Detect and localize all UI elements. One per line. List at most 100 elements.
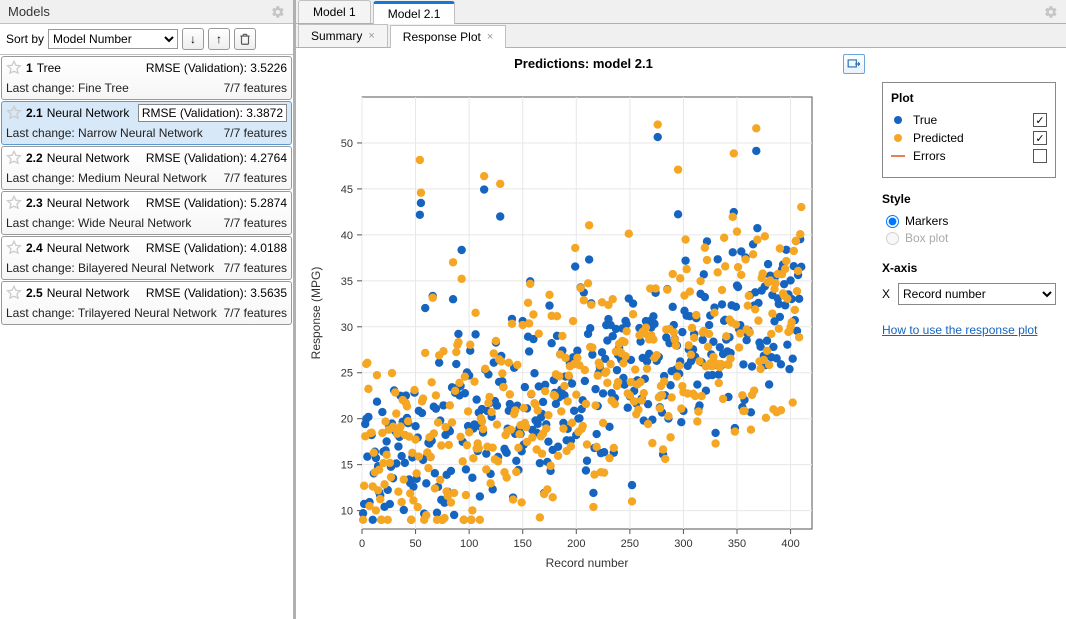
plot-options-panel: Plot True ✓ Predicted ✓ Errors Style Mar…: [871, 48, 1066, 619]
model-number: 2.5: [26, 286, 43, 300]
legend-label: True: [913, 113, 1025, 127]
svg-text:300: 300: [674, 538, 692, 550]
svg-text:45: 45: [341, 184, 353, 196]
star-icon[interactable]: [6, 285, 22, 301]
response-scatter-chart: 0501001502002503003504001015202530354045…: [304, 73, 824, 573]
model-metric: RMSE (Validation): 5.2874: [146, 196, 287, 210]
model-item[interactable]: 2.3 Neural Network RMSE (Validation): 5.…: [1, 191, 292, 235]
style-radio[interactable]: [886, 215, 899, 228]
legend-checkbox[interactable]: ✓: [1033, 113, 1047, 127]
legend-checkbox[interactable]: ✓: [1033, 131, 1047, 145]
view-tab[interactable]: Response Plot×: [390, 25, 506, 48]
view-tabbar: Summary×Response Plot×: [296, 24, 1066, 48]
style-radio-row[interactable]: Markers: [886, 214, 1056, 228]
svg-text:15: 15: [341, 460, 353, 472]
model-metric-wrap: RMSE (Validation): 3.5226: [146, 61, 287, 75]
svg-text:25: 25: [341, 368, 353, 380]
svg-text:35: 35: [341, 276, 353, 288]
undock-button[interactable]: [843, 54, 865, 74]
sort-bar: Sort by Model Number ↓ ↑: [0, 24, 293, 55]
svg-text:Record number: Record number: [546, 556, 629, 570]
model-features: 7/7 features: [224, 261, 287, 275]
plot-section-title: Plot: [891, 91, 1047, 105]
model-tab[interactable]: Model 2.1: [373, 1, 456, 24]
model-metric: RMSE (Validation): 3.5635: [146, 286, 287, 300]
model-item[interactable]: 2.2 Neural Network RMSE (Validation): 4.…: [1, 146, 292, 190]
sort-label: Sort by: [6, 32, 44, 46]
model-last-change: Last change: Fine Tree: [6, 81, 129, 95]
model-number: 2.1: [26, 106, 43, 120]
model-metric: RMSE (Validation): 4.0188: [146, 241, 287, 255]
model-item[interactable]: 1 Tree RMSE (Validation): 3.5226 Last ch…: [1, 56, 292, 100]
xaxis-prefix: X: [882, 287, 890, 301]
model-number: 2.4: [26, 241, 43, 255]
models-panel-header: Models: [0, 0, 293, 24]
model-metric-wrap: RMSE (Validation): 3.5635: [146, 286, 287, 300]
svg-text:20: 20: [341, 414, 353, 426]
legend-row: Predicted ✓: [891, 131, 1047, 145]
legend-label: Predicted: [913, 131, 1025, 145]
model-features: 7/7 features: [224, 306, 287, 320]
style-radio: [886, 232, 899, 245]
xaxis-section-title: X-axis: [882, 261, 1056, 275]
models-panel: Models Sort by Model Number ↓ ↑ 1 Tree R…: [0, 0, 296, 619]
model-metric-wrap: RMSE (Validation): 4.0188: [146, 241, 287, 255]
model-type: Tree: [37, 61, 61, 75]
model-type: Neural Network: [47, 106, 130, 120]
svg-text:200: 200: [567, 538, 585, 550]
xaxis-select[interactable]: Record number: [898, 283, 1056, 305]
legend-swatch: [891, 133, 905, 143]
help-link[interactable]: How to use the response plot: [882, 323, 1037, 337]
tab-label: Summary: [311, 29, 362, 43]
svg-text:50: 50: [341, 138, 353, 150]
model-number: 2.2: [26, 151, 43, 165]
xaxis-row: X Record number: [882, 283, 1056, 305]
sort-desc-button[interactable]: ↑: [208, 28, 230, 50]
model-features: 7/7 features: [224, 216, 287, 230]
gear-icon[interactable]: [271, 5, 285, 19]
model-metric: RMSE (Validation): 3.3872: [138, 104, 287, 122]
model-type: Neural Network: [47, 151, 130, 165]
model-item[interactable]: 2.4 Neural Network RMSE (Validation): 4.…: [1, 236, 292, 280]
svg-text:50: 50: [409, 538, 421, 550]
svg-text:40: 40: [341, 230, 353, 242]
close-icon[interactable]: ×: [487, 31, 493, 43]
close-icon[interactable]: ×: [368, 30, 374, 42]
legend-swatch: [891, 115, 905, 125]
style-radio-row: Box plot: [886, 231, 1056, 245]
view-tab[interactable]: Summary ×: [298, 24, 388, 47]
legend-row: Errors: [891, 149, 1047, 163]
gear-icon[interactable]: [1044, 5, 1058, 19]
model-tabbar: Model 1Model 2.1: [296, 0, 1066, 24]
svg-text:250: 250: [621, 538, 639, 550]
star-icon[interactable]: [6, 150, 22, 166]
model-item[interactable]: 2.1 Neural Network RMSE (Validation): 3.…: [1, 101, 292, 145]
model-last-change: Last change: Bilayered Neural Network: [6, 261, 214, 275]
star-icon[interactable]: [6, 195, 22, 211]
legend-swatch: [891, 151, 905, 161]
legend-row: True ✓: [891, 113, 1047, 127]
right-panel: Model 1Model 2.1 Summary×Response Plot× …: [296, 0, 1066, 619]
svg-text:0: 0: [359, 538, 365, 550]
sort-select[interactable]: Model Number: [48, 29, 178, 49]
model-item[interactable]: 2.5 Neural Network RMSE (Validation): 3.…: [1, 281, 292, 325]
model-type: Neural Network: [47, 241, 130, 255]
legend-checkbox[interactable]: [1033, 149, 1047, 163]
delete-button[interactable]: [234, 28, 256, 50]
star-icon[interactable]: [6, 60, 22, 76]
model-last-change: Last change: Trilayered Neural Network: [6, 306, 217, 320]
star-icon[interactable]: [6, 105, 22, 121]
svg-text:400: 400: [781, 538, 799, 550]
model-last-change: Last change: Wide Neural Network: [6, 216, 191, 230]
model-number: 2.3: [26, 196, 43, 210]
model-last-change: Last change: Medium Neural Network: [6, 171, 207, 185]
chart-title: Predictions: model 2.1: [304, 56, 863, 71]
star-icon[interactable]: [6, 240, 22, 256]
sort-asc-button[interactable]: ↓: [182, 28, 204, 50]
model-metric-wrap: RMSE (Validation): 4.2764: [146, 151, 287, 165]
model-number: 1: [26, 61, 33, 75]
model-metric: RMSE (Validation): 4.2764: [146, 151, 287, 165]
model-tab[interactable]: Model 1: [298, 0, 371, 23]
svg-text:150: 150: [514, 538, 532, 550]
svg-text:10: 10: [341, 506, 353, 518]
